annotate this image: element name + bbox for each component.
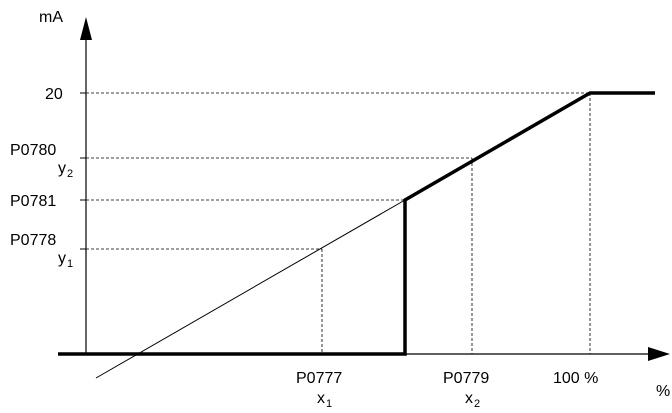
x-label-p0779: P0779 xyxy=(443,370,489,387)
y-label-y2-sub: 2 xyxy=(67,168,73,180)
x-label-x1-sub: 1 xyxy=(326,398,332,410)
x-label-100: 100 % xyxy=(553,370,598,387)
y-axis-arrow-icon xyxy=(80,17,92,40)
y-label-p0781: P0781 xyxy=(10,193,56,210)
y-axis-unit: mA xyxy=(39,9,63,26)
y-label-y2: y xyxy=(58,160,66,177)
x-label-x1: x xyxy=(317,390,325,407)
output-characteristic xyxy=(58,91,655,356)
y-label-20: 20 xyxy=(45,86,63,103)
x-label-x2: x xyxy=(465,390,473,407)
y-label-y1: y xyxy=(58,250,66,267)
characteristic-line-thin xyxy=(95,199,406,379)
y-label-y1-sub: 1 xyxy=(67,258,73,270)
x-label-p0777: P0777 xyxy=(296,370,342,387)
x-axis-arrow-icon xyxy=(648,347,670,361)
y-label-p0778: P0778 xyxy=(10,232,56,249)
x-axis-unit: % xyxy=(656,383,670,400)
x-label-x2-sub: 2 xyxy=(474,398,480,410)
y-label-p0780: P0780 xyxy=(10,142,56,159)
